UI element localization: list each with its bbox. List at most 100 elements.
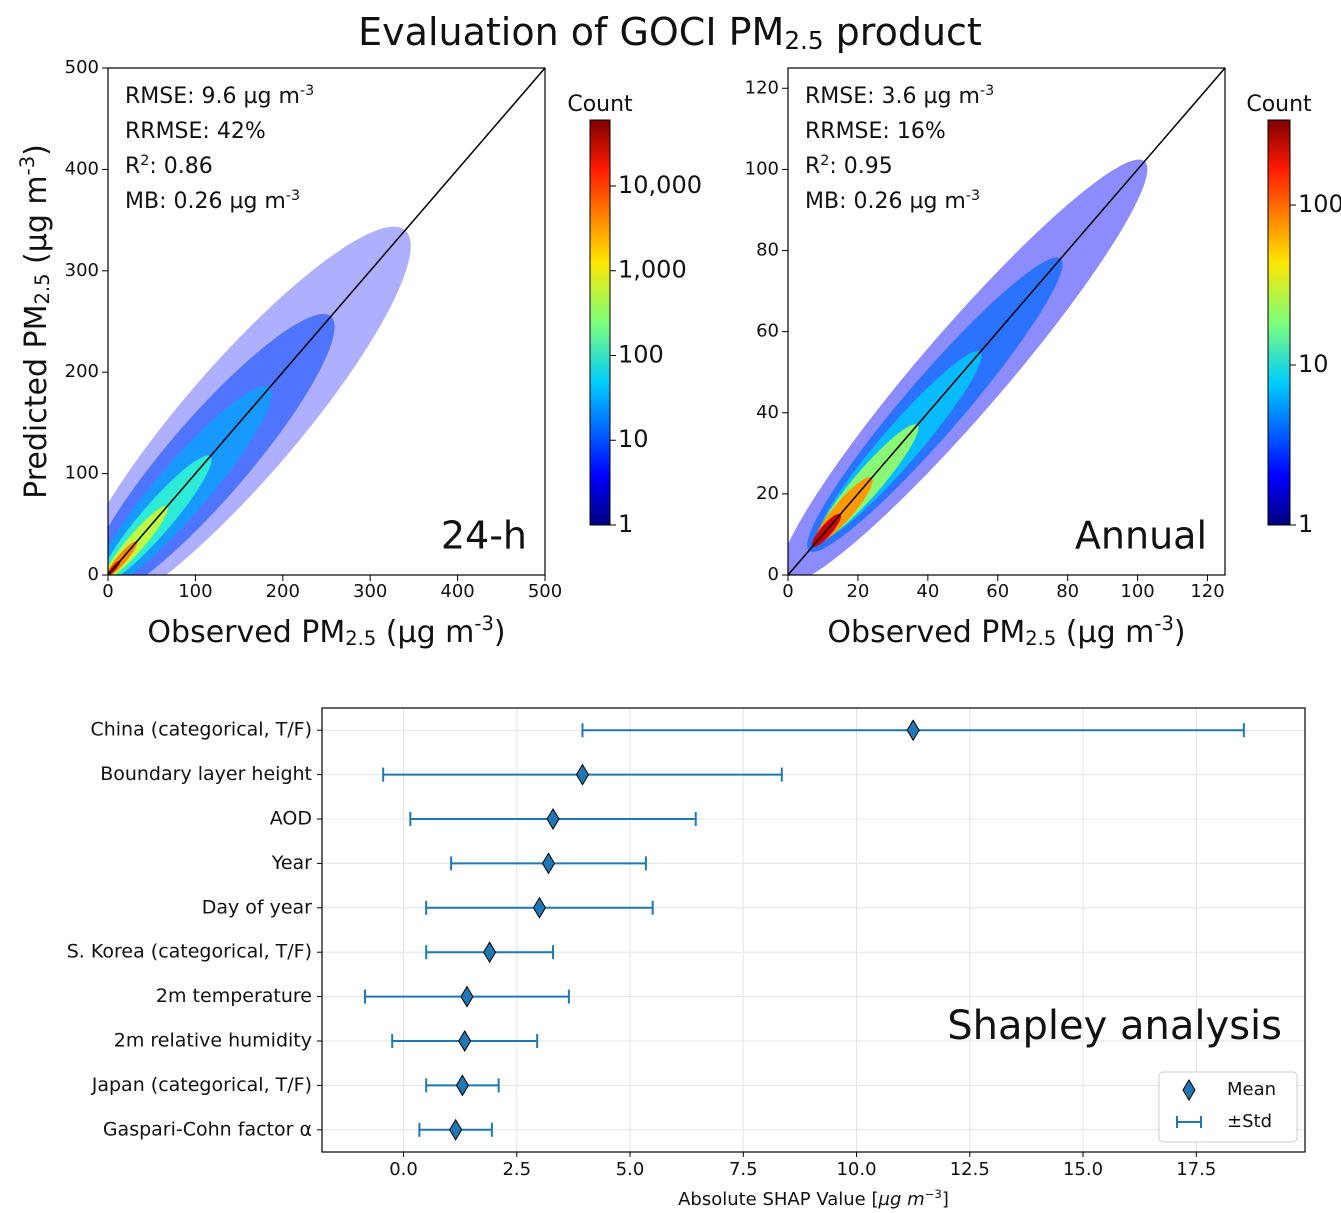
- x-tick-label: 12.5: [950, 1159, 990, 1180]
- legend-label: Mean: [1227, 1079, 1276, 1100]
- superscript: -3: [1154, 612, 1173, 635]
- annotation: Shapley analysis: [947, 1003, 1282, 1049]
- stat-annotation: RRMSE: 42%: [125, 119, 266, 144]
- text-run: (µg m: [1056, 615, 1154, 650]
- stat-annotation: MB: 0.26 µg m-3: [805, 188, 980, 214]
- stat-annotation: RMSE: 3.6 µg m-3: [805, 83, 994, 109]
- mean-marker: [460, 985, 474, 1008]
- y-tick-label: 400: [65, 158, 99, 179]
- y-tick-label: Boundary layer height: [100, 763, 312, 785]
- mean-marker: [455, 1074, 470, 1097]
- x-tick-label: 5.0: [616, 1159, 645, 1180]
- y-tick-label: Gaspari-Cohn factor α: [103, 1118, 312, 1140]
- x-tick-label: 2.5: [502, 1159, 531, 1180]
- text-run: ]: [942, 1189, 949, 1210]
- superscript: -3: [980, 83, 994, 99]
- x-tick-label: 0.0: [389, 1159, 418, 1180]
- y-tick-label: 0: [768, 564, 779, 585]
- stat-annotation: R2: 0.86: [125, 153, 213, 179]
- x-tick-label: 15.0: [1063, 1159, 1103, 1180]
- text-run: : 0.86: [149, 154, 212, 179]
- x-axis-title: Absolute SHAP Value [µg m−3]: [678, 1187, 949, 1210]
- y-tick-label: 20: [756, 483, 779, 504]
- superscript: -3: [286, 188, 300, 204]
- y-tick-label: 300: [65, 260, 99, 281]
- colorbar: [589, 119, 611, 526]
- superscript: -3: [474, 612, 493, 635]
- y-tick-label: AOD: [270, 808, 312, 830]
- stat-annotation: R2: 0.95: [805, 153, 893, 179]
- text-run: RRMSE: 42%: [125, 119, 266, 144]
- subscript: 2.5: [1025, 627, 1056, 650]
- figure-title: Evaluation of GOCI PM2.5 product: [358, 10, 982, 55]
- colorbar-tick-label: 10: [1298, 350, 1329, 378]
- panel-label: Annual: [1075, 514, 1207, 558]
- text-run: Predicted PM: [19, 304, 54, 498]
- x-tick-label: 0: [782, 581, 793, 602]
- x-axis-title: Observed PM2.5 (µg m-3): [827, 612, 1185, 650]
- y-tick-label: Day of year: [202, 896, 312, 918]
- superscript: -3: [966, 188, 980, 204]
- x-tick-label: 60: [986, 581, 1009, 602]
- legend-label: ±Std: [1227, 1111, 1272, 1132]
- text-run: R: [805, 154, 820, 179]
- y-tick-label: Japan (categorical, T/F): [91, 1074, 312, 1096]
- colorbar-tick-label: 10,000: [618, 171, 702, 199]
- subscript: 2.5: [345, 627, 376, 650]
- superscript: −3: [925, 1187, 942, 1201]
- axes-frame: [107, 67, 546, 576]
- x-tick-label: 40: [916, 581, 939, 602]
- legend-marker: [1176, 1116, 1202, 1128]
- panel-label: 24-h: [441, 514, 527, 558]
- text-run: : 0.95: [829, 154, 892, 179]
- identity-line: [107, 67, 546, 576]
- y-tick-label: 200: [65, 361, 99, 382]
- text-run: RRMSE: 16%: [805, 119, 946, 144]
- superscript: -3: [300, 83, 314, 99]
- text-run: product: [824, 10, 982, 54]
- stat-annotation: RRMSE: 16%: [805, 119, 946, 144]
- mean-marker: [532, 896, 547, 919]
- text-run: (µg m: [376, 615, 474, 650]
- colorbar-tick-label: 10: [618, 425, 649, 453]
- superscript: 2: [820, 153, 829, 169]
- x-tick-label: 7.5: [729, 1159, 758, 1180]
- x-tick-label: 17.5: [1176, 1159, 1216, 1180]
- mean-marker: [458, 1030, 472, 1052]
- colorbar: [1267, 119, 1291, 526]
- text-run: Absolute SHAP Value [: [678, 1189, 878, 1210]
- colorbar-title: Count: [567, 92, 633, 117]
- y-tick-label: 2m temperature: [156, 985, 312, 1007]
- y-tick-label: 60: [756, 321, 779, 342]
- colorbar-tick-label: 100: [618, 340, 664, 368]
- text-run: Evaluation of GOCI PM: [358, 10, 784, 54]
- x-tick-label: 0: [102, 581, 113, 602]
- y-tick-label: 100: [745, 158, 779, 179]
- text-run: ): [494, 615, 506, 650]
- mean-marker: [575, 763, 590, 786]
- superscript: -3: [16, 156, 39, 175]
- y-tick-label: 40: [756, 402, 779, 423]
- y-tick-label: 80: [756, 240, 779, 261]
- y-tick-label: 100: [65, 463, 99, 484]
- text-run: R: [125, 154, 140, 179]
- x-tick-label: 400: [440, 581, 474, 602]
- mean-marker: [546, 808, 560, 830]
- y-tick-label: China (categorical, T/F): [90, 719, 312, 741]
- stat-annotation: MB: 0.26 µg m-3: [125, 188, 300, 214]
- x-tick-label: 10.0: [836, 1159, 876, 1180]
- text-run: MB: 0.26 µg m: [805, 189, 966, 214]
- x-axis-title: Observed PM2.5 (µg m-3): [147, 612, 505, 650]
- colorbar-tick-label: 1: [618, 510, 633, 538]
- stat-annotation: RMSE: 9.6 µg m-3: [125, 83, 314, 109]
- x-tick-label: 500: [528, 581, 562, 602]
- y-tick-label: S. Korea (categorical, T/F): [67, 941, 312, 963]
- x-tick-label: 100: [1120, 581, 1154, 602]
- y-axis-title: Predicted PM2.5 (µg m-3): [16, 144, 54, 499]
- mean-marker: [906, 719, 920, 742]
- identity-line: [787, 67, 1226, 576]
- y-tick-label: 120: [745, 77, 779, 98]
- text-run: ): [19, 144, 54, 156]
- x-tick-label: 200: [266, 581, 300, 602]
